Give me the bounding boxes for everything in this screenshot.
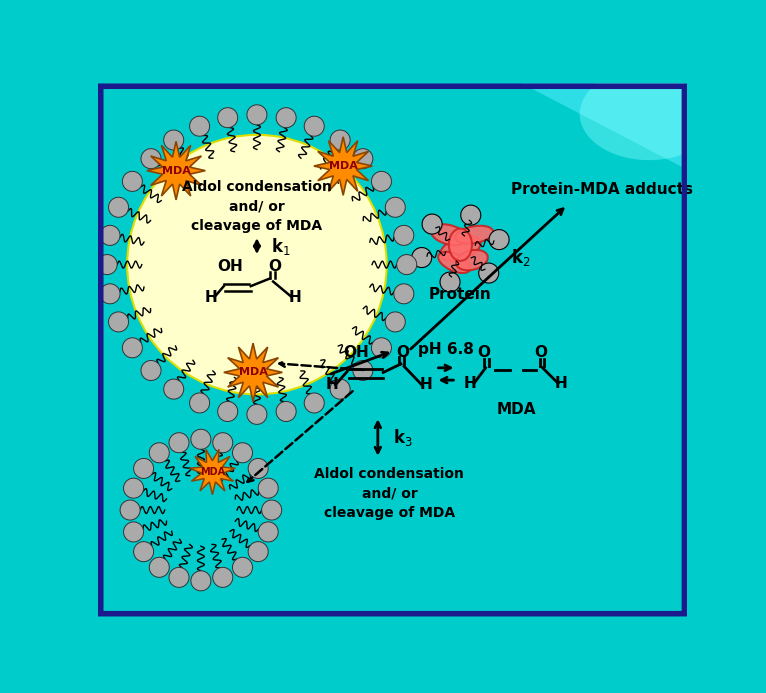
Text: OH: OH xyxy=(343,345,369,360)
Circle shape xyxy=(248,459,268,478)
Text: O: O xyxy=(268,258,281,274)
Circle shape xyxy=(149,443,169,463)
Circle shape xyxy=(213,432,233,453)
Ellipse shape xyxy=(438,252,470,273)
Circle shape xyxy=(262,500,282,520)
Text: H: H xyxy=(555,376,568,391)
Circle shape xyxy=(164,379,184,399)
Circle shape xyxy=(304,393,324,413)
Circle shape xyxy=(123,171,142,191)
Polygon shape xyxy=(224,343,283,402)
Ellipse shape xyxy=(449,229,472,261)
Circle shape xyxy=(330,379,350,399)
Circle shape xyxy=(385,312,405,332)
Circle shape xyxy=(372,171,391,191)
Text: Aldol condensation
and/ or
cleavage of MDA: Aldol condensation and/ or cleavage of M… xyxy=(182,180,332,234)
Circle shape xyxy=(422,214,442,234)
Text: Protein-MDA adducts: Protein-MDA adducts xyxy=(511,182,693,197)
Circle shape xyxy=(233,443,253,463)
Circle shape xyxy=(169,432,189,453)
Circle shape xyxy=(141,360,161,380)
Text: H: H xyxy=(419,378,432,392)
Polygon shape xyxy=(314,137,372,195)
Polygon shape xyxy=(189,449,235,495)
Circle shape xyxy=(97,254,117,274)
Text: OH: OH xyxy=(217,258,243,274)
Circle shape xyxy=(304,116,324,137)
Circle shape xyxy=(218,401,237,421)
Circle shape xyxy=(169,568,189,588)
Circle shape xyxy=(461,205,481,225)
Circle shape xyxy=(191,571,211,591)
Circle shape xyxy=(353,360,373,380)
Polygon shape xyxy=(147,141,205,200)
Circle shape xyxy=(258,478,278,498)
Polygon shape xyxy=(521,83,684,168)
Circle shape xyxy=(191,429,211,449)
Ellipse shape xyxy=(455,226,493,244)
Circle shape xyxy=(120,500,140,520)
Circle shape xyxy=(411,247,432,267)
Text: MDA: MDA xyxy=(162,166,191,175)
Circle shape xyxy=(479,263,499,283)
Circle shape xyxy=(149,557,169,577)
Circle shape xyxy=(109,312,129,332)
Text: k$_2$: k$_2$ xyxy=(512,247,531,267)
Ellipse shape xyxy=(430,225,467,245)
Text: O: O xyxy=(535,345,548,360)
Text: Protein: Protein xyxy=(429,288,492,302)
Circle shape xyxy=(100,225,120,245)
Circle shape xyxy=(394,284,414,304)
Text: pH 6.8: pH 6.8 xyxy=(418,342,474,357)
Text: H: H xyxy=(464,376,476,391)
Circle shape xyxy=(394,225,414,245)
Text: k$_1$: k$_1$ xyxy=(270,236,290,256)
Circle shape xyxy=(123,337,142,358)
Circle shape xyxy=(190,393,210,413)
Text: O: O xyxy=(396,345,409,360)
Circle shape xyxy=(372,337,391,358)
Circle shape xyxy=(248,542,268,561)
Text: MDA: MDA xyxy=(200,466,225,477)
Circle shape xyxy=(397,254,417,274)
Circle shape xyxy=(109,198,129,218)
Circle shape xyxy=(133,459,154,478)
Text: O: O xyxy=(477,345,490,360)
Circle shape xyxy=(127,135,387,394)
Text: MDA: MDA xyxy=(239,367,267,378)
Ellipse shape xyxy=(456,250,488,270)
Circle shape xyxy=(148,457,254,563)
Ellipse shape xyxy=(440,236,480,261)
Circle shape xyxy=(133,542,154,561)
Text: H: H xyxy=(205,290,217,304)
Circle shape xyxy=(100,284,120,304)
Circle shape xyxy=(123,478,143,498)
Text: MDA: MDA xyxy=(329,161,358,171)
Circle shape xyxy=(213,568,233,588)
Circle shape xyxy=(258,522,278,542)
Text: Aldol condensation
and/ or
cleavage of MDA: Aldol condensation and/ or cleavage of M… xyxy=(314,467,464,520)
Text: H: H xyxy=(289,290,302,304)
Circle shape xyxy=(276,107,296,128)
Circle shape xyxy=(330,130,350,150)
Text: k$_3$: k$_3$ xyxy=(393,427,413,448)
Text: MDA: MDA xyxy=(496,402,536,417)
Circle shape xyxy=(123,522,143,542)
Circle shape xyxy=(141,149,161,168)
Ellipse shape xyxy=(580,68,719,160)
Circle shape xyxy=(218,107,237,128)
Circle shape xyxy=(489,229,509,249)
Circle shape xyxy=(276,401,296,421)
Circle shape xyxy=(190,116,210,137)
Circle shape xyxy=(385,198,405,218)
Circle shape xyxy=(440,272,460,292)
Circle shape xyxy=(233,557,253,577)
Circle shape xyxy=(353,149,373,168)
Circle shape xyxy=(247,105,267,125)
Circle shape xyxy=(164,130,184,150)
Text: H: H xyxy=(326,378,338,392)
Circle shape xyxy=(247,404,267,424)
